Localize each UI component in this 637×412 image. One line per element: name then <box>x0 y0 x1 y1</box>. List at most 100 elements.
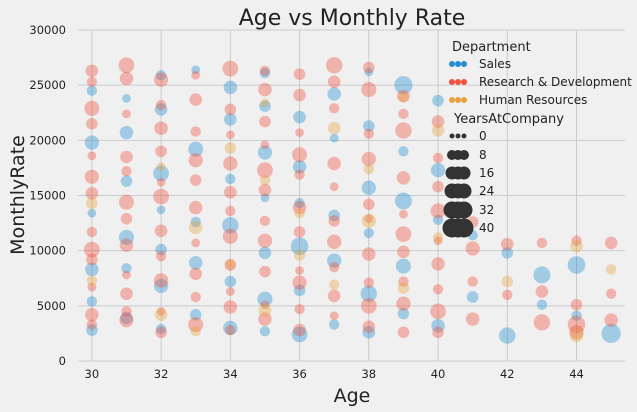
point-series-1 <box>120 150 133 164</box>
point-series-1 <box>259 265 271 278</box>
legend-size-title: YearsAtCompany <box>453 112 564 127</box>
point-series-1 <box>191 70 201 80</box>
y-tick-label: 30000 <box>29 23 66 37</box>
point-series-1 <box>361 151 376 167</box>
point-series-0 <box>501 247 514 259</box>
point-series-2 <box>156 162 166 172</box>
legend-size-label-0: 0 <box>479 129 487 143</box>
point-series-1 <box>467 276 478 287</box>
point-series-1 <box>604 313 618 327</box>
legend-label-rd: Research & Development <box>479 75 632 89</box>
point-series-1 <box>156 306 166 316</box>
point-series-2 <box>225 258 236 270</box>
point-series-0 <box>223 320 238 336</box>
point-series-0 <box>362 326 376 339</box>
x-tick-label: 38 <box>361 367 376 381</box>
legend-size-label-32: 32 <box>479 203 494 217</box>
point-series-2 <box>190 326 201 337</box>
point-series-1 <box>258 183 272 197</box>
point-series-1 <box>154 224 168 238</box>
point-series-0 <box>293 284 306 297</box>
legend-marker-rd-2 <box>455 79 461 85</box>
point-series-0 <box>155 323 167 335</box>
point-series-0 <box>224 275 237 288</box>
legend-size-label-40: 40 <box>479 221 494 235</box>
legend-marker-hr-3 <box>461 97 467 103</box>
point-series-1 <box>329 262 340 273</box>
point-series-1 <box>295 266 304 275</box>
point-series-0 <box>225 173 236 185</box>
point-series-1 <box>84 169 100 184</box>
point-series-1 <box>395 122 412 139</box>
point-series-1 <box>155 145 167 158</box>
point-series-0 <box>121 263 132 274</box>
point-series-0 <box>292 160 307 174</box>
point-series-0 <box>398 146 409 157</box>
point-series-1 <box>225 324 236 336</box>
legend-marker-rd <box>449 79 455 85</box>
point-series-1 <box>86 117 98 130</box>
point-series-1 <box>188 153 203 168</box>
point-series-1 <box>294 169 305 180</box>
x-tick-label: 44 <box>569 367 584 381</box>
y-tick-label: 20000 <box>29 133 66 147</box>
point-series-1 <box>362 247 376 261</box>
point-series-1 <box>258 82 272 97</box>
point-series-1 <box>329 311 339 321</box>
point-series-1 <box>604 236 618 250</box>
point-series-2 <box>605 264 617 275</box>
point-series-1 <box>395 226 412 242</box>
y-tick-label: 10000 <box>29 244 66 258</box>
point-series-1 <box>224 259 237 271</box>
point-series-1 <box>223 156 238 171</box>
point-series-0 <box>86 296 98 307</box>
point-series-0 <box>259 100 271 112</box>
data-points <box>83 57 621 344</box>
point-series-0 <box>223 80 238 95</box>
point-series-1 <box>571 235 582 246</box>
point-series-0 <box>155 70 167 81</box>
point-series-1 <box>189 267 203 281</box>
point-series-1 <box>363 277 374 288</box>
point-series-1 <box>188 200 203 215</box>
point-series-0 <box>154 103 168 116</box>
legend-marker-sales <box>449 61 455 67</box>
point-series-1 <box>292 147 308 163</box>
point-series-1 <box>570 298 583 311</box>
point-series-1 <box>120 212 133 225</box>
point-series-0 <box>259 67 271 79</box>
point-series-1 <box>396 171 411 185</box>
point-series-0 <box>257 145 273 160</box>
point-series-2 <box>501 275 514 288</box>
point-series-2 <box>363 163 374 175</box>
point-series-1 <box>259 65 271 77</box>
point-series-1 <box>533 314 551 331</box>
point-series-0 <box>430 162 446 178</box>
point-series-0 <box>120 175 133 187</box>
point-series-2 <box>259 174 271 186</box>
legend-marker-rd-3 <box>461 79 467 85</box>
point-series-1 <box>122 109 131 119</box>
legend-label-hr: Human Resources <box>479 93 587 107</box>
point-series-1 <box>399 209 408 219</box>
legend-size-marker-0b <box>455 133 461 139</box>
point-series-1 <box>188 317 204 333</box>
point-series-1 <box>397 89 410 103</box>
point-series-0 <box>466 291 479 303</box>
point-series-1 <box>87 282 97 292</box>
point-series-0 <box>329 319 340 330</box>
x-tick-label: 32 <box>154 367 169 381</box>
point-series-1 <box>364 214 374 224</box>
point-series-1 <box>567 315 586 334</box>
point-series-2 <box>188 220 203 235</box>
point-series-0 <box>190 216 201 228</box>
point-series-1 <box>432 326 444 339</box>
point-series-1 <box>225 287 235 296</box>
point-series-0 <box>397 307 410 320</box>
point-series-0 <box>363 227 374 239</box>
grid-lines <box>78 29 625 362</box>
point-series-0 <box>258 246 272 260</box>
y-tick-label: 5000 <box>37 299 66 313</box>
point-series-2 <box>294 207 305 219</box>
